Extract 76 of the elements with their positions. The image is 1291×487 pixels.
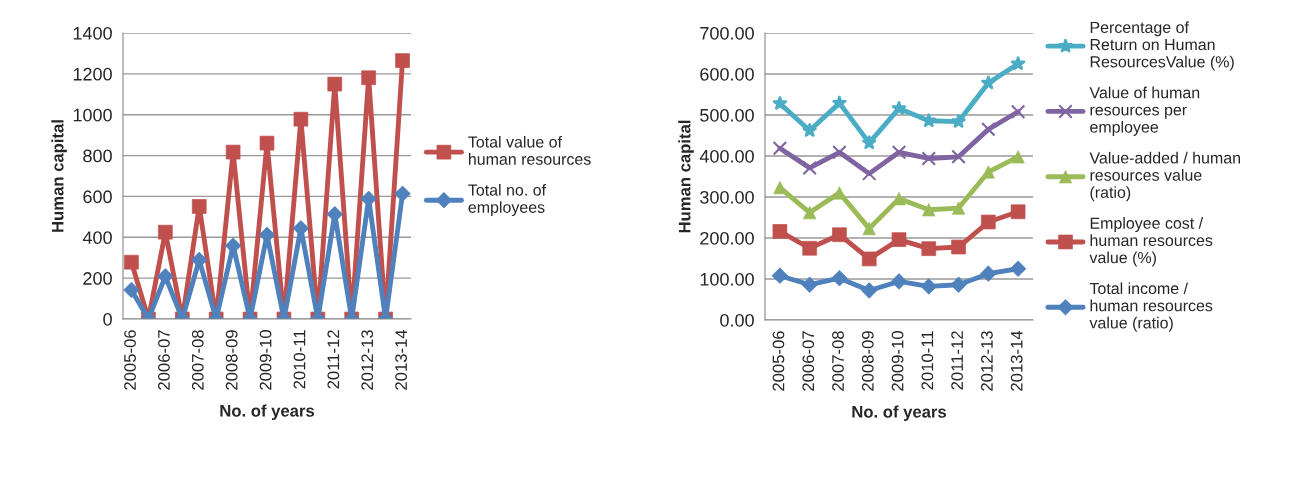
y-tick-label: 1400 — [73, 26, 112, 40]
y-tick-label: 200 — [83, 272, 112, 285]
legend-label: Value-added / human resources value (ratio) — [1089, 151, 1240, 202]
y-tick-label: 600 — [83, 190, 112, 204]
point — [951, 149, 966, 165]
y-tick-label: 200.00 — [700, 231, 754, 245]
point — [950, 113, 967, 129]
y-tick-label: 1200 — [73, 67, 112, 81]
x-tick-label: 2012-13 — [981, 331, 993, 391]
legend-label: Percentage of Return on Human ResourcesValue (%) — [1090, 21, 1234, 71]
point — [891, 145, 907, 160]
x-tick-label: 2005-06 — [772, 331, 785, 391]
x-tick-label: 2010-11 — [293, 330, 306, 389]
point — [1010, 55, 1026, 71]
point — [772, 95, 788, 111]
point — [891, 100, 907, 116]
point — [861, 134, 877, 150]
point — [831, 95, 848, 110]
point — [1010, 104, 1026, 120]
y-tick-label: 500.00 — [700, 108, 754, 122]
y-tick-label: 600.00 — [700, 67, 754, 81]
point — [802, 160, 817, 176]
point — [981, 122, 996, 137]
point — [394, 185, 411, 202]
y-tick-label: 100.00 — [700, 272, 754, 286]
x-tick-label: 2013-14 — [1010, 330, 1023, 391]
point — [921, 151, 937, 166]
x-tick-label: 2013-14 — [395, 329, 407, 390]
x-tick-label: 2008-09 — [861, 331, 874, 391]
y-tick-label: 800 — [83, 149, 112, 163]
point — [890, 273, 908, 290]
x-tick-label: 2007-08 — [832, 331, 844, 391]
point — [892, 192, 906, 206]
y-tick-label: 300.00 — [700, 190, 754, 204]
x-axis-title: No. of years — [220, 404, 315, 420]
point — [921, 241, 937, 256]
x-tick-label: 2011-12 — [951, 331, 964, 390]
y-tick-label: 0 — [103, 312, 112, 326]
x-tick-label: 2006-07 — [802, 331, 815, 391]
point — [980, 75, 996, 90]
point — [293, 111, 309, 127]
point — [225, 144, 241, 160]
legend-label: Value of human resources per employee — [1089, 86, 1200, 136]
legend-label: Total no. of employees — [468, 183, 547, 217]
point — [259, 135, 275, 151]
x-tick-label: 2009-10 — [891, 331, 904, 391]
point — [802, 122, 818, 138]
x-tick-label: 2006-07 — [158, 330, 170, 390]
x-tick-label: 2009-10 — [259, 330, 272, 390]
y-axis-title: Human capital — [678, 120, 694, 233]
x-tick-label: 2010-11 — [921, 331, 934, 390]
y-tick-label: 400 — [82, 231, 112, 245]
point — [950, 276, 967, 293]
point — [861, 282, 878, 299]
x-tick-label: 2008-09 — [225, 330, 238, 390]
x-tick-label: 2007-08 — [191, 330, 204, 390]
x-tick-label: 2012-13 — [361, 330, 374, 390]
y-tick-label: 400.00 — [699, 149, 754, 163]
point — [158, 224, 173, 240]
x-axis-title: No. of years — [852, 405, 947, 421]
point — [891, 232, 907, 247]
point — [832, 145, 847, 160]
legend-label: Total value of human resources — [468, 135, 591, 165]
y-tick-label: 0.00 — [720, 313, 754, 327]
y-axis-title: Human capital — [51, 120, 67, 232]
y-tick-label: 700.00 — [700, 26, 754, 40]
point — [772, 140, 788, 156]
point — [921, 112, 937, 128]
point — [861, 166, 877, 181]
legend-label: Employee cost / human resources value (%) — [1089, 217, 1213, 267]
point — [831, 269, 848, 287]
legend-label: Total income / human resources value (ratio) — [1089, 282, 1213, 332]
x-tick-label: 2011-12 — [327, 330, 340, 389]
x-tick-label: 2005-06 — [124, 330, 136, 390]
y-tick-label: 1000 — [73, 108, 112, 122]
point — [1010, 204, 1026, 220]
